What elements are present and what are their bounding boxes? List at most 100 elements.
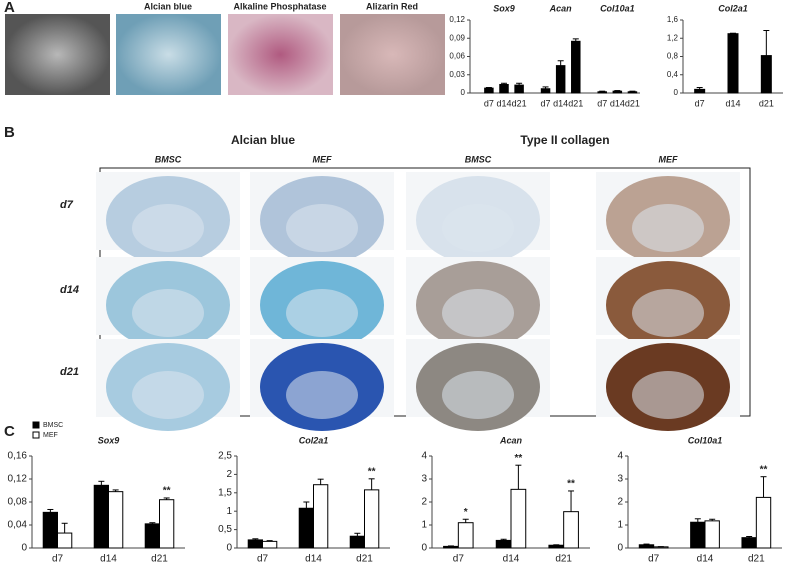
column-label: MEF bbox=[659, 154, 679, 164]
bar bbox=[57, 532, 73, 549]
tissue-core bbox=[632, 204, 704, 252]
tissue-core bbox=[632, 371, 704, 419]
bar bbox=[108, 491, 124, 549]
y-tick-label: 1,2 bbox=[667, 33, 679, 42]
x-tick-label: d14 bbox=[697, 554, 714, 565]
significance: ** bbox=[514, 453, 522, 464]
tissue-core bbox=[286, 371, 358, 419]
bar bbox=[42, 511, 59, 549]
significance: ** bbox=[760, 464, 768, 475]
bar bbox=[484, 87, 494, 94]
micrograph bbox=[340, 14, 445, 95]
significance: ** bbox=[368, 466, 376, 477]
panel-label: A bbox=[4, 0, 15, 16]
y-tick-label: 1,6 bbox=[667, 15, 679, 24]
x-tick-label: d14 bbox=[503, 554, 520, 565]
bar bbox=[597, 91, 607, 94]
micrograph bbox=[228, 14, 333, 95]
x-tick-label: d21 bbox=[568, 98, 583, 108]
x-tick-label: d21 bbox=[356, 554, 373, 565]
y-tick-label: 0,12 bbox=[8, 474, 28, 485]
x-tick-label: d21 bbox=[555, 554, 572, 565]
bar bbox=[563, 511, 579, 549]
bar bbox=[612, 90, 623, 94]
stain-label: Alcian blue bbox=[231, 133, 295, 147]
y-tick-label: 1 bbox=[617, 520, 623, 531]
x-tick-label: d14 bbox=[100, 554, 117, 565]
y-tick-label: 0,06 bbox=[449, 52, 465, 61]
bar bbox=[159, 499, 175, 549]
tissue-core bbox=[286, 204, 358, 252]
tissue-core bbox=[132, 371, 204, 419]
tissue-core bbox=[632, 289, 704, 337]
significance: ** bbox=[163, 486, 171, 497]
y-tick-label: 1 bbox=[421, 520, 427, 531]
bar bbox=[247, 539, 264, 549]
bar bbox=[499, 83, 509, 94]
y-tick-label: 0,16 bbox=[8, 451, 28, 462]
chart-title: Col2a1 bbox=[299, 435, 329, 445]
y-tick-label: 3 bbox=[617, 474, 623, 485]
image-label: Alizarin Red bbox=[366, 1, 418, 11]
y-tick-label: 0 bbox=[461, 88, 466, 97]
y-tick-label: 2,5 bbox=[218, 451, 232, 462]
bar bbox=[760, 55, 772, 94]
group-label: Sox9 bbox=[493, 3, 515, 13]
image-label: Alkaline Phosphatase bbox=[233, 1, 326, 11]
x-tick-label: d7 bbox=[453, 554, 465, 565]
group-label: Col10a1 bbox=[600, 3, 635, 13]
y-tick-label: 2 bbox=[617, 497, 623, 508]
y-tick-label: 0,08 bbox=[8, 497, 28, 508]
y-tick-label: 0,12 bbox=[449, 15, 465, 24]
bar bbox=[690, 521, 706, 549]
bar bbox=[495, 539, 512, 549]
bar bbox=[144, 523, 161, 549]
y-tick-label: 0 bbox=[421, 543, 427, 554]
bar bbox=[93, 484, 110, 549]
bar bbox=[704, 520, 720, 549]
column-label: BMSC bbox=[155, 154, 182, 164]
x-tick-label: d21 bbox=[748, 554, 765, 565]
tissue-core bbox=[442, 204, 514, 252]
y-tick-label: 0,8 bbox=[667, 52, 679, 61]
x-tick-label: d14 bbox=[305, 554, 322, 565]
tissue-core bbox=[286, 289, 358, 337]
micrograph bbox=[116, 14, 221, 95]
significance: ** bbox=[567, 479, 575, 490]
bar bbox=[364, 489, 380, 549]
legend-swatch bbox=[32, 431, 40, 439]
tissue-core bbox=[442, 371, 514, 419]
x-tick-label: d7 bbox=[484, 98, 494, 108]
legend-label: BMSC bbox=[43, 422, 63, 429]
y-tick-label: 3 bbox=[421, 474, 427, 485]
bar bbox=[555, 65, 566, 94]
bar bbox=[540, 88, 551, 94]
row-label: d7 bbox=[60, 199, 74, 211]
x-tick-label: d14 bbox=[553, 98, 568, 108]
x-tick-label: d7 bbox=[695, 98, 705, 108]
chart-title: Col10a1 bbox=[688, 435, 723, 445]
y-tick-label: 1 bbox=[226, 506, 232, 517]
column-label: MEF bbox=[313, 154, 333, 164]
panel-label: B bbox=[4, 124, 15, 141]
bar bbox=[627, 91, 638, 94]
y-tick-label: 2 bbox=[421, 497, 427, 508]
y-tick-label: 4 bbox=[617, 451, 623, 462]
bar bbox=[514, 84, 524, 94]
column-label: BMSC bbox=[465, 154, 492, 164]
bar bbox=[548, 544, 565, 549]
y-tick-label: 0,4 bbox=[667, 70, 679, 79]
bar bbox=[262, 540, 278, 549]
bar bbox=[694, 88, 706, 94]
y-tick-label: 0 bbox=[226, 543, 232, 554]
bar bbox=[727, 33, 739, 94]
tissue-core bbox=[132, 289, 204, 337]
x-tick-label: d21 bbox=[625, 98, 640, 108]
micrograph bbox=[5, 14, 110, 95]
y-tick-label: 0,03 bbox=[449, 70, 465, 79]
y-tick-label: 0 bbox=[617, 543, 623, 554]
y-tick-label: 2 bbox=[226, 469, 232, 480]
group-label: Acan bbox=[549, 3, 573, 13]
stain-label: Type II collagen bbox=[520, 133, 609, 147]
